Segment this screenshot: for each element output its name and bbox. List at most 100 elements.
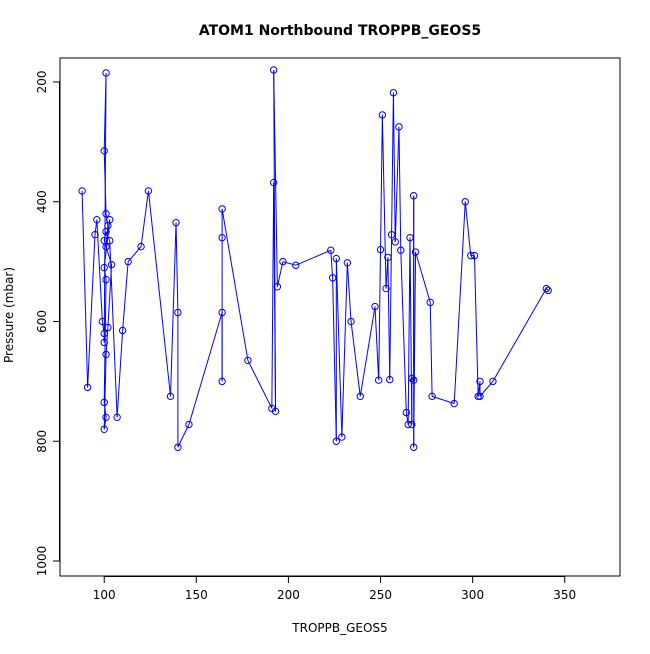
- data-point: [91, 230, 99, 239]
- data-point: [408, 374, 416, 383]
- data-point: [106, 215, 114, 224]
- series-segment: [378, 249, 382, 381]
- series-segment: [271, 182, 275, 409]
- series-segment: [273, 69, 277, 412]
- data-point: [428, 392, 436, 401]
- series-segment: [400, 250, 407, 413]
- data-point: [102, 413, 110, 422]
- series-segment: [103, 279, 107, 403]
- series-segment: [341, 262, 348, 438]
- data-point: [269, 178, 278, 187]
- series-segment: [391, 92, 394, 235]
- data-point: [100, 263, 108, 272]
- data-point: [102, 227, 110, 236]
- data-point: [218, 377, 226, 386]
- series-segment: [177, 424, 190, 448]
- series-segment: [346, 262, 352, 322]
- data-point: [397, 246, 405, 254]
- data-point: [102, 209, 110, 218]
- data-point: [273, 283, 282, 291]
- series-segment: [276, 261, 284, 287]
- chart-title: ATOM1 Northbound TROPPB_GEOS5: [199, 23, 481, 39]
- series-segment: [282, 261, 296, 266]
- series-segment: [103, 354, 107, 430]
- data-point: [98, 317, 107, 326]
- data-point: [218, 233, 226, 242]
- x-tick-label: 300: [461, 588, 484, 602]
- x-axis: 100 150 200 250 300 350: [93, 576, 576, 602]
- data-point: [100, 425, 108, 433]
- series-segment: [105, 231, 111, 241]
- data-point: [404, 420, 412, 429]
- data-point: [450, 399, 458, 408]
- series-segment: [394, 126, 400, 242]
- series-segment: [188, 312, 223, 425]
- series-segment: [350, 321, 361, 397]
- series-segment: [407, 237, 411, 425]
- data-point: [356, 392, 364, 401]
- data-point: [137, 242, 145, 251]
- data-point: [391, 238, 399, 246]
- data-point: [185, 420, 193, 429]
- data-point: [476, 377, 484, 386]
- data-point: [174, 308, 182, 317]
- series-segment: [140, 190, 149, 247]
- data-point: [387, 230, 396, 239]
- series-segment: [103, 72, 107, 343]
- data-point: [100, 338, 108, 347]
- y-tick-label: 800: [35, 430, 49, 453]
- data-point: [489, 377, 497, 386]
- y-axis-label: Pressure (mbar): [2, 267, 16, 363]
- data-point: [409, 376, 418, 384]
- data-point: [411, 248, 420, 256]
- x-tick-label: 250: [369, 588, 392, 602]
- data-point: [402, 408, 411, 417]
- data-point: [461, 198, 469, 206]
- data-point: [378, 111, 387, 119]
- series-segment: [147, 190, 172, 397]
- series-segment: [273, 69, 278, 287]
- data-point: [338, 433, 346, 441]
- data-point: [408, 420, 416, 429]
- data-point: [386, 375, 394, 384]
- data-point: [467, 251, 475, 260]
- data-point: [78, 187, 86, 195]
- series-segment: [116, 330, 124, 418]
- data-point: [100, 398, 108, 407]
- data-point: [406, 233, 414, 242]
- data-point: [271, 407, 280, 416]
- data-point: [292, 261, 300, 269]
- series-segment: [453, 201, 466, 404]
- series-segment: [398, 126, 402, 251]
- data-point: [371, 302, 379, 311]
- series-segment: [221, 208, 249, 361]
- data-point: [172, 218, 180, 227]
- series-segment: [374, 306, 380, 381]
- series-segment: [330, 250, 334, 278]
- y-tick-label: 200: [35, 71, 49, 94]
- data-point: [107, 260, 116, 269]
- series-segment: [170, 222, 177, 397]
- series-segment: [429, 302, 433, 397]
- series-segment: [103, 231, 107, 241]
- data-point: [269, 66, 278, 74]
- data-point: [376, 245, 385, 254]
- series-segment: [122, 261, 129, 331]
- series-segment: [109, 240, 118, 418]
- data-point: [166, 392, 175, 401]
- data-point: [102, 350, 110, 359]
- x-tick-label: 350: [553, 588, 576, 602]
- series-segment: [103, 267, 107, 280]
- data-point: [347, 317, 355, 326]
- data-point: [426, 298, 434, 307]
- data-point: [328, 274, 337, 282]
- data-point: [279, 257, 287, 266]
- series-segment: [103, 72, 107, 151]
- data-point: [102, 69, 110, 77]
- data-point: [382, 284, 390, 293]
- data-point: [327, 246, 335, 254]
- x-axis-label: TROPPB_GEOS5: [291, 621, 387, 635]
